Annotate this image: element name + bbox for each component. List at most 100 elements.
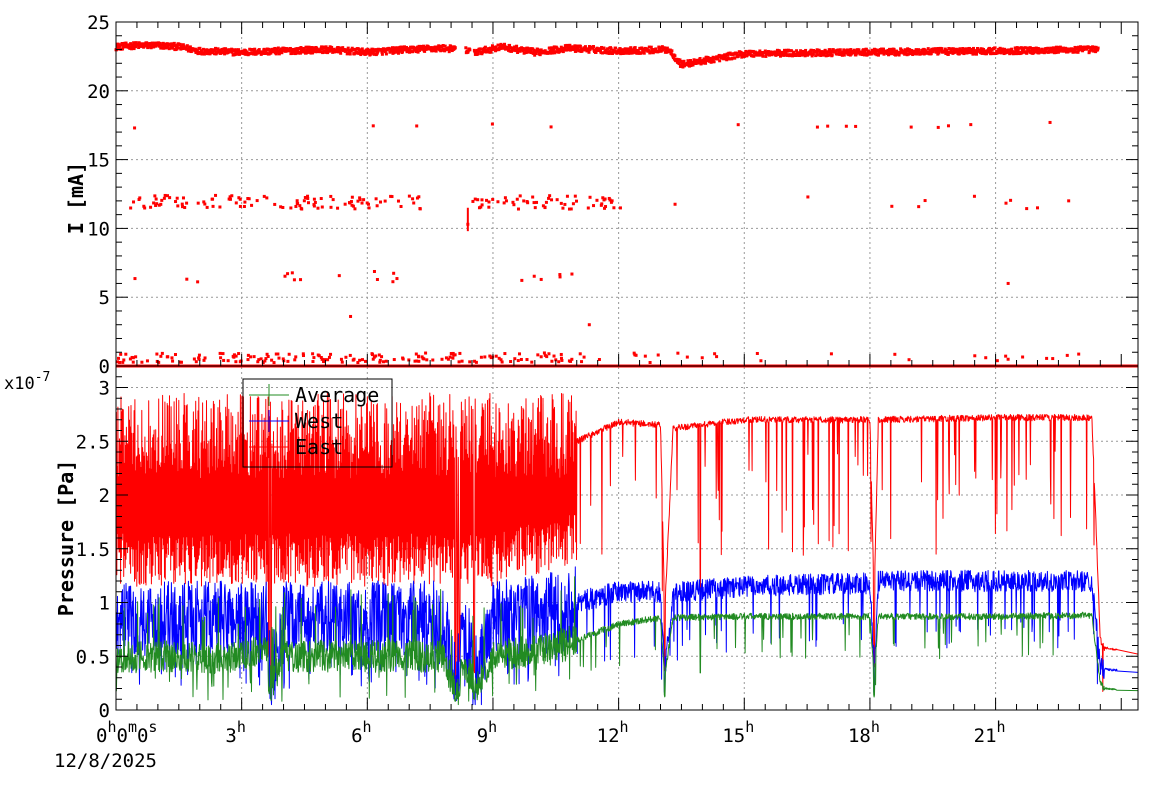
current-point [154,44,158,48]
current-point [957,52,961,56]
current-point [1052,51,1056,55]
current-point [586,47,590,51]
current-point [1017,46,1021,50]
current-point [904,51,908,55]
current-point [443,44,447,48]
current-point [819,53,823,57]
current-point [651,51,655,55]
current-point [633,353,637,357]
current-point [140,360,144,364]
current-point [269,51,273,55]
current-point [804,48,808,52]
current-point [673,54,677,58]
current-point [598,47,602,51]
current-point [501,46,505,50]
current-point [372,269,376,273]
x-start-time-unit: s [148,718,157,736]
x-tick-unit: h [620,718,629,736]
current-point [378,358,382,362]
legend-label-east: East [295,435,343,459]
current-point [350,195,354,199]
current-point [448,355,452,359]
current-point [574,47,578,51]
current-point [450,352,454,356]
current-point [625,47,629,51]
current-point [196,280,200,284]
current-point [543,49,547,53]
current-point [822,53,826,57]
current-point [358,198,362,202]
current-point [131,45,135,49]
current-point [802,51,806,55]
current-point [299,206,303,210]
current-point [829,50,833,54]
current-point [280,49,284,53]
current-point [476,52,480,56]
current-point [224,48,228,52]
current-point [239,359,243,363]
current-point [234,50,238,54]
current-point [582,355,586,359]
current-point [356,199,360,203]
current-point [1087,45,1091,49]
current-point [562,48,566,52]
current-point [905,48,909,52]
current-point [1077,352,1081,356]
current-point [725,58,729,62]
current-point [530,360,534,364]
current-point [556,48,560,52]
current-point [1052,48,1056,52]
current-point [607,196,611,200]
current-point [571,202,575,206]
current-point [943,49,947,53]
current-point [293,358,297,362]
current-point [578,352,582,356]
current-point [440,357,444,361]
current-point [648,361,652,365]
current-point [183,206,187,210]
current-point [152,201,156,205]
current-point [907,358,911,362]
current-point [656,49,660,53]
current-point [329,194,333,198]
current-point [294,51,298,55]
current-point [211,204,215,208]
current-point [844,49,848,53]
current-point [712,60,716,64]
current-point [842,53,846,57]
current-point [1054,45,1058,49]
current-point [343,202,347,206]
current-point [552,354,556,358]
current-point [178,360,182,364]
current-point [401,48,405,52]
current-point [376,50,380,54]
current-point [557,360,561,364]
current-point [447,46,451,50]
current-point [624,51,628,55]
current-point [279,205,283,209]
current-point [727,51,731,55]
current-point [221,352,225,356]
current-point [408,50,412,54]
current-point [1006,357,1010,361]
y-tick-label-current: 5 [99,287,110,309]
current-point [503,44,507,48]
current-point [713,352,717,356]
current-point [157,203,161,207]
current-point [392,51,396,55]
current-point [984,356,988,360]
current-point [374,354,378,358]
current-point [407,358,411,362]
current-point [117,47,121,51]
current-point [160,351,164,355]
current-point [698,57,702,61]
current-point [193,49,197,53]
current-point [660,45,664,49]
current-point [146,42,150,46]
current-point [1006,281,1010,285]
current-point [134,355,138,359]
current-point [985,52,989,56]
current-point [1025,207,1029,211]
current-point [391,280,395,284]
current-point [159,202,163,206]
